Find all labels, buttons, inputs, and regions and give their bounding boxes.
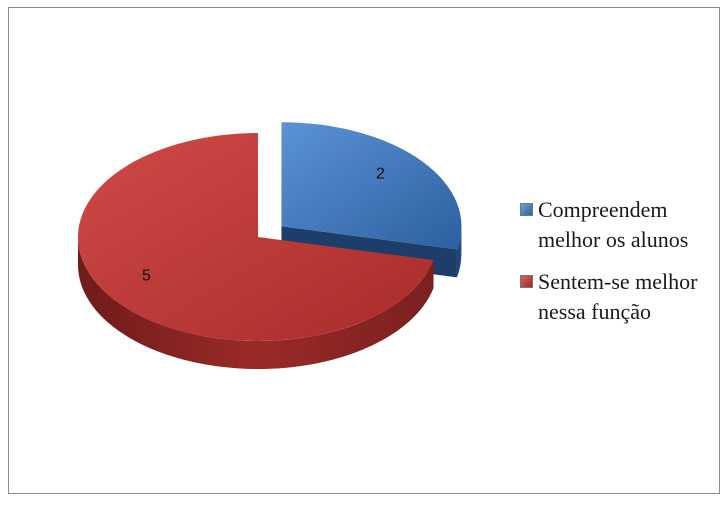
legend-item-compreendem: Compreendem melhor os alunos [520,195,720,255]
pie-slice-top-1 [78,133,434,341]
legend-label-line2: melhor os alunos [538,227,689,252]
data-label-1: 5 [142,268,151,285]
pie-slice-1 [78,133,434,369]
pie-slice-side-1-0 [78,237,434,369]
data-label-0: 2 [376,165,385,182]
legend-swatch-red [520,275,533,288]
chart-legend: Compreendem melhor os alunos Sentem-se m… [520,195,720,339]
legend-label-line1: Sentem-se melhor [538,269,698,294]
legend-label-line1: Compreendem [538,197,668,222]
legend-label-line2: nessa função [538,299,652,324]
pie-slice-top-0 [281,122,462,250]
pie-slice-side-0-0 [456,226,462,278]
legend-item-sentem: Sentem-se melhor nessa função [520,267,720,327]
legend-swatch-blue [520,203,533,216]
